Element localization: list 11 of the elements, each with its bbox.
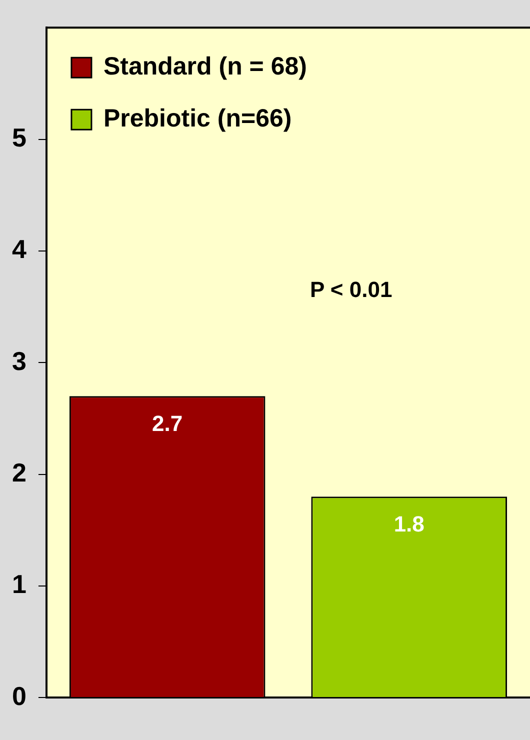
y-tick-label: 2 (12, 457, 26, 488)
data-label: 2.7 (152, 411, 183, 436)
annotation: P < 0.01 (310, 276, 392, 302)
legend-label: Prebiotic (n=66) (103, 104, 292, 132)
y-tick-label: 5 (12, 122, 26, 152)
data-label: 1.8 (394, 512, 424, 537)
y-tick-label: 0 (12, 680, 26, 711)
y-tick-label: 4 (12, 234, 27, 264)
y-tick-label: 3 (12, 346, 26, 376)
y-tick-label: 1 (12, 569, 26, 600)
legend-label: Standard (n = 68) (103, 52, 307, 80)
